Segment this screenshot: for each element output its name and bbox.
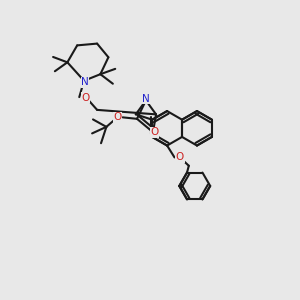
Text: O: O xyxy=(176,152,184,162)
Text: N: N xyxy=(142,94,150,104)
Text: O: O xyxy=(150,127,158,137)
Text: N: N xyxy=(81,77,89,87)
Text: O: O xyxy=(113,112,122,122)
Text: O: O xyxy=(82,93,90,103)
